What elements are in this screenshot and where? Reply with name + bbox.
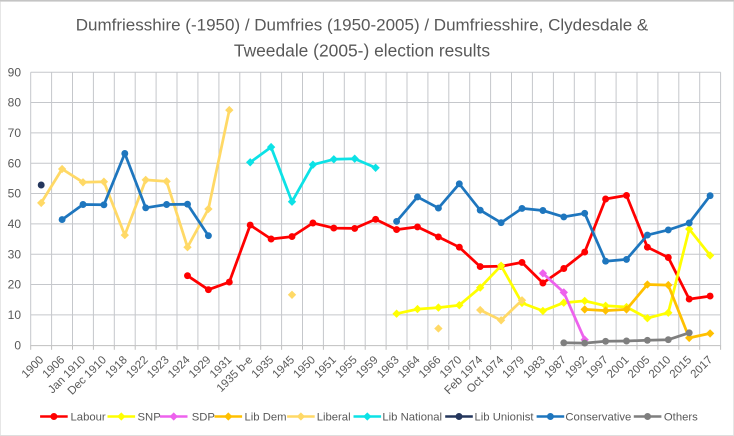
svg-text:Lib National: Lib National: [382, 412, 442, 424]
svg-text:Conservative: Conservative: [565, 412, 631, 424]
svg-text:30: 30: [8, 247, 22, 261]
svg-text:Liberal: Liberal: [317, 412, 351, 424]
svg-text:SDP: SDP: [192, 412, 215, 424]
svg-text:0: 0: [14, 338, 21, 352]
svg-text:20: 20: [8, 278, 22, 292]
svg-text:Tweedale (2005-) election resu: Tweedale (2005-) election results: [234, 41, 490, 61]
svg-text:80: 80: [8, 96, 22, 110]
svg-text:10: 10: [8, 308, 22, 322]
svg-text:60: 60: [8, 156, 22, 170]
svg-text:Labour: Labour: [71, 412, 106, 424]
svg-text:Lib Dem: Lib Dem: [245, 412, 287, 424]
svg-text:SNP: SNP: [138, 412, 161, 424]
svg-text:40: 40: [8, 217, 22, 231]
svg-text:Lib Unionist: Lib Unionist: [475, 412, 535, 424]
svg-text:90: 90: [8, 65, 22, 79]
svg-text:50: 50: [8, 187, 22, 201]
svg-text:Dumfriesshire (-1950) / Dumfri: Dumfriesshire (-1950) / Dumfries (1950-2…: [76, 16, 649, 35]
svg-text:70: 70: [8, 126, 22, 140]
svg-text:Others: Others: [664, 412, 698, 424]
